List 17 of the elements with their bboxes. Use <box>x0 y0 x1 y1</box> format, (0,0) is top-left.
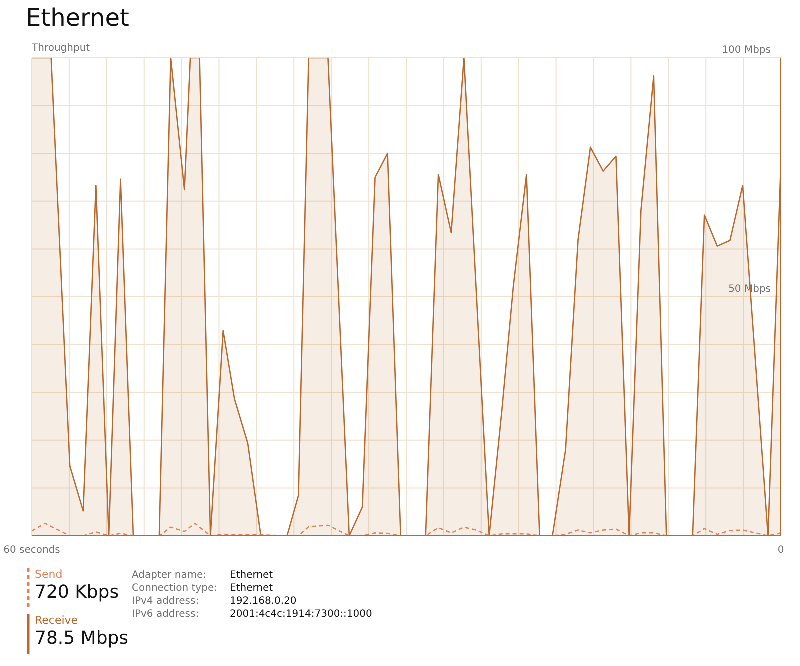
text: IPv6 address: <box>132 609 200 620</box>
text: Adapter name: <box>132 570 208 581</box>
text: Ethernet <box>230 570 274 581</box>
x-tick-label: 0 <box>778 545 784 556</box>
text: Ethernet <box>230 583 274 594</box>
text: 192.168.0.20 <box>230 596 298 607</box>
text: Receive <box>35 614 80 627</box>
text: Send <box>35 568 64 581</box>
text: 720 Kbps <box>35 582 120 603</box>
y-axis-title: Throughput <box>32 43 90 54</box>
y-tick-label: 100 Mbps <box>722 45 771 56</box>
text: Connection type: <box>132 583 218 594</box>
x-tick-label: 60 seconds <box>4 545 60 556</box>
text: IPv4 address: <box>132 596 200 607</box>
text: 2001:4c4c:1914:7300::1000 <box>230 609 372 620</box>
text: 78.5 Mbps <box>35 628 130 649</box>
chart-title: Ethernet <box>26 4 130 32</box>
